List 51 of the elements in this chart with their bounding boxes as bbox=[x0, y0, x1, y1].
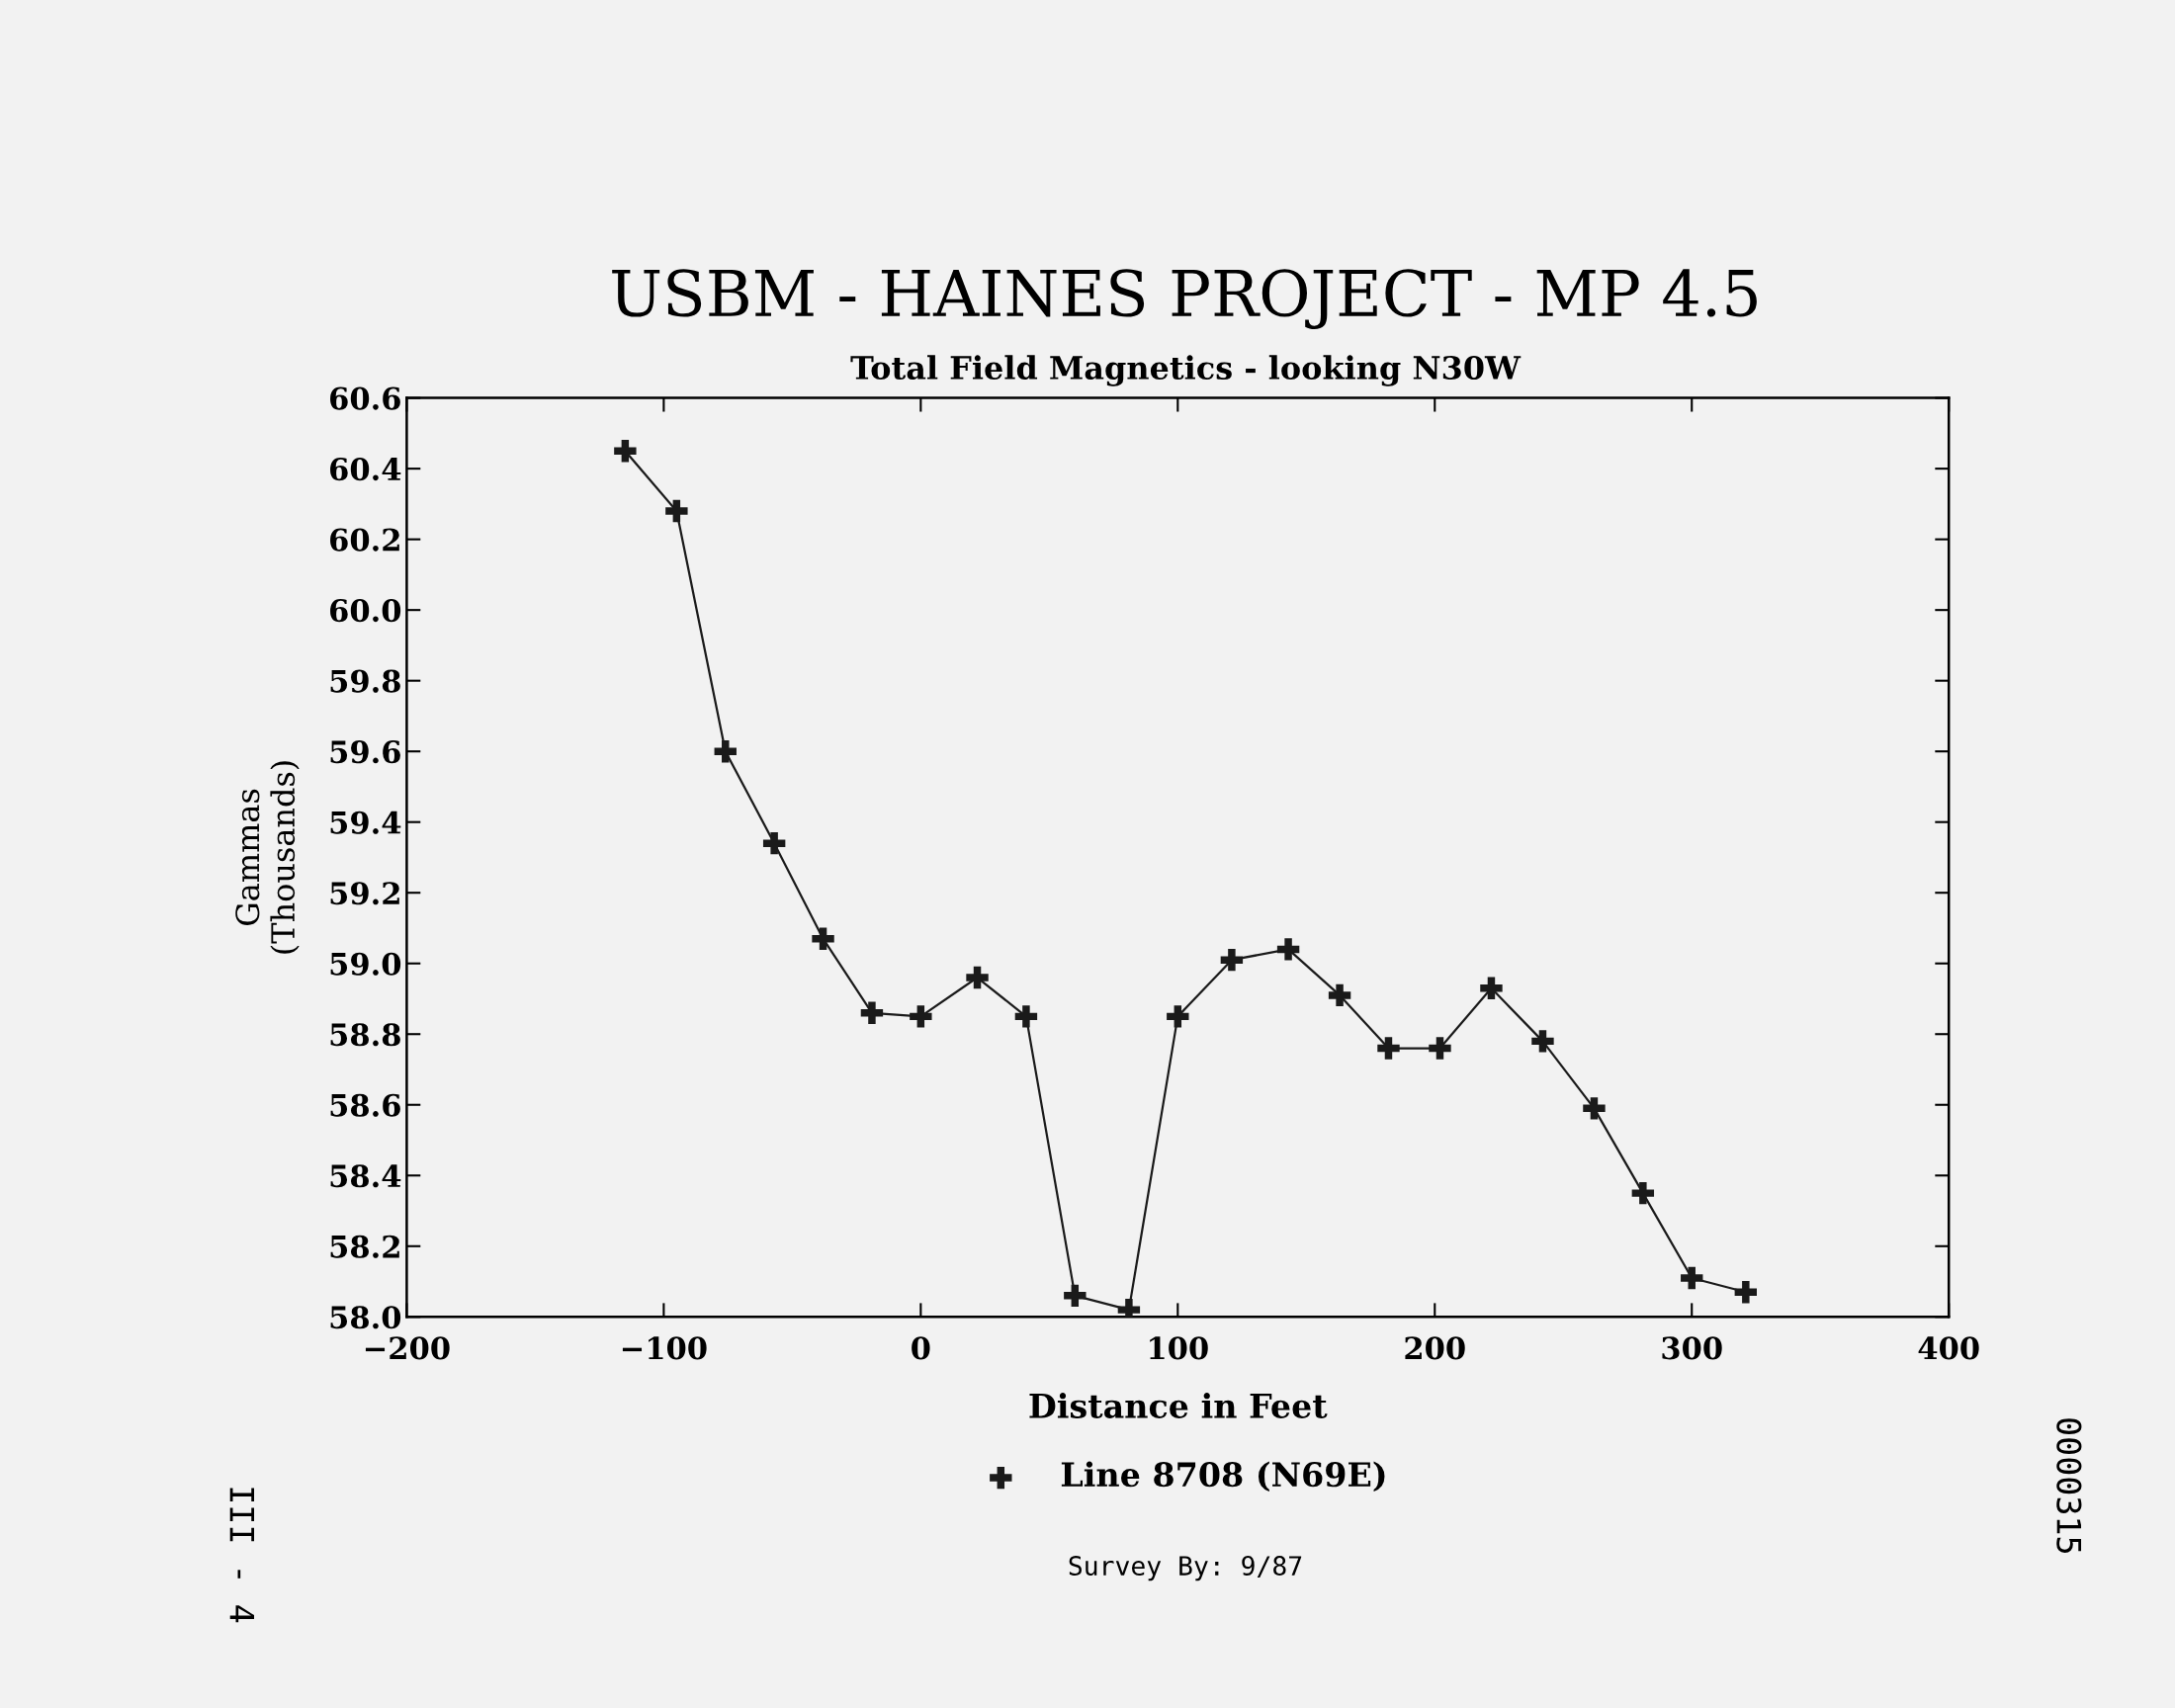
y-tick-label: 58.2 bbox=[330, 1235, 399, 1258]
y-tick-label: 60.4 bbox=[330, 458, 401, 481]
y-tick-label: 60.6 bbox=[330, 386, 400, 410]
y-tick-label: 58.4 bbox=[330, 1164, 401, 1188]
y-tick-label: 59.4 bbox=[330, 811, 401, 834]
point bbox=[1220, 948, 1244, 972]
point bbox=[714, 739, 737, 763]
point bbox=[1328, 983, 1351, 1007]
y-tick-label: 58.6 bbox=[330, 1093, 400, 1117]
x-tick-label: −200 bbox=[365, 1336, 450, 1360]
text: Survey By: 9/87 bbox=[1069, 1556, 1302, 1581]
text: III - 4 bbox=[229, 1488, 255, 1623]
text: 0000315 bbox=[2056, 1418, 2082, 1553]
point bbox=[614, 440, 637, 463]
point bbox=[1583, 1097, 1606, 1120]
point bbox=[1276, 938, 1300, 961]
legend-label: Line 8708 (N69E) bbox=[1061, 1461, 1385, 1493]
chart-subtitle: Total Field Magnetics - looking N30W bbox=[850, 355, 1522, 386]
y-tick-label: 59.8 bbox=[330, 669, 400, 693]
chart-title: USBM - HAINES PROJECT - MP 4.5 bbox=[612, 269, 1757, 329]
point bbox=[1429, 1037, 1451, 1060]
point bbox=[1681, 1266, 1703, 1290]
point bbox=[1377, 1037, 1400, 1060]
point bbox=[1014, 1005, 1038, 1028]
point bbox=[665, 499, 688, 523]
point bbox=[812, 927, 834, 950]
point bbox=[910, 1005, 932, 1028]
y-tick-label: 59.0 bbox=[330, 952, 401, 976]
y-axis-title: Gammas (Thousands) bbox=[235, 761, 300, 954]
point bbox=[1531, 1030, 1554, 1053]
point bbox=[966, 966, 989, 989]
x-tick-label: −100 bbox=[622, 1336, 707, 1360]
x-tick-label: 100 bbox=[1150, 1336, 1208, 1360]
y-tick-label: 59.6 bbox=[330, 740, 400, 764]
point bbox=[1167, 1005, 1189, 1028]
y-tick-label: 58.0 bbox=[330, 1306, 401, 1329]
x-tick-label: 200 bbox=[1405, 1336, 1465, 1360]
x-tick-label: 300 bbox=[1662, 1336, 1722, 1360]
x-tick-label: 0 bbox=[912, 1336, 930, 1360]
x-axis-title: Distance in Feet bbox=[1029, 1393, 1328, 1418]
point bbox=[1064, 1284, 1087, 1308]
x-tick-label: 400 bbox=[1918, 1336, 1979, 1360]
point bbox=[1734, 1281, 1758, 1304]
point bbox=[860, 1001, 884, 1024]
point bbox=[762, 831, 786, 855]
y-tick-label: 58.8 bbox=[330, 1023, 400, 1047]
point bbox=[1631, 1181, 1655, 1205]
y-tick-label: 60.2 bbox=[330, 528, 399, 552]
y-tick-label: 59.2 bbox=[330, 882, 399, 905]
point bbox=[1480, 977, 1503, 999]
y-tick-label: 60.0 bbox=[330, 599, 401, 623]
